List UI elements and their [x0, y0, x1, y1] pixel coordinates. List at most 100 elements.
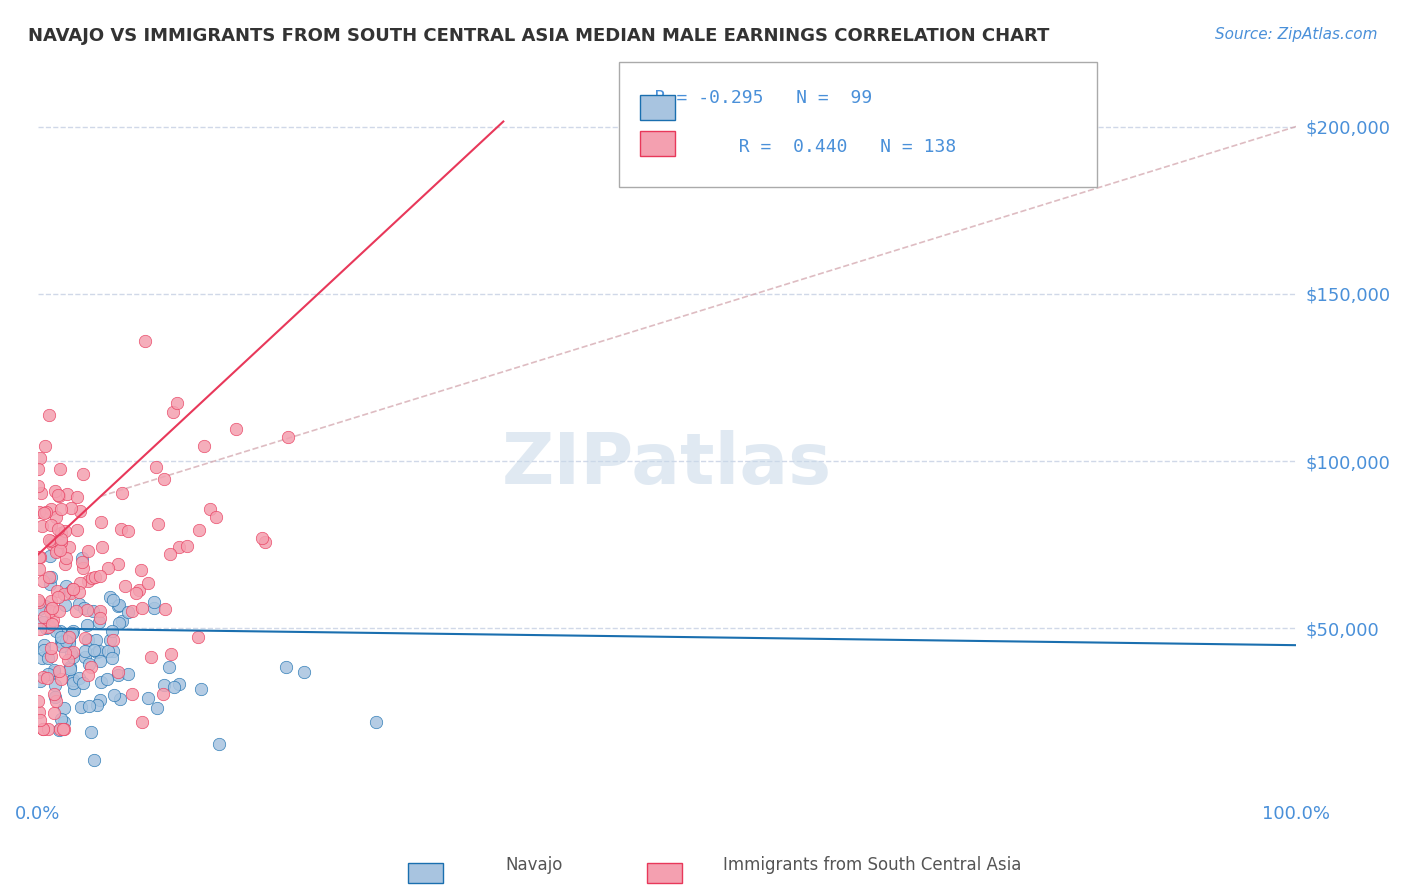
Point — [39, 648, 62, 663]
Point — [89, 654, 111, 668]
Point — [98, 590, 121, 604]
Point — [27, 549, 49, 564]
Point — [117, 524, 139, 539]
Point — [58, 632, 80, 647]
Point — [39, 641, 62, 656]
Point — [225, 422, 247, 436]
Point — [49, 712, 72, 726]
Text: NAVAJO VS IMMIGRANTS FROM SOUTH CENTRAL ASIA MEDIAN MALE EARNINGS CORRELATION CH: NAVAJO VS IMMIGRANTS FROM SOUTH CENTRAL … — [28, 27, 1049, 45]
Point — [37, 651, 59, 665]
Point — [31, 574, 53, 589]
Point — [89, 615, 111, 629]
Point — [176, 539, 198, 553]
Point — [146, 517, 169, 532]
Point — [35, 671, 58, 685]
Point — [101, 650, 124, 665]
Point — [53, 598, 76, 612]
Point — [44, 484, 66, 499]
Point — [153, 678, 176, 692]
Point — [42, 663, 65, 677]
Point — [76, 618, 98, 632]
Point — [276, 660, 298, 674]
Point — [101, 592, 124, 607]
Point — [31, 722, 53, 736]
Point — [117, 605, 139, 619]
Point — [28, 595, 51, 609]
Point — [53, 722, 76, 736]
Point — [44, 706, 66, 721]
Point — [51, 626, 73, 640]
Point — [187, 523, 209, 537]
Text: R = -0.295   N =  99: R = -0.295 N = 99 — [633, 89, 872, 107]
Point — [58, 630, 80, 644]
Point — [42, 613, 65, 627]
Point — [166, 396, 188, 410]
Point — [60, 646, 83, 660]
Point — [152, 687, 174, 701]
Point — [77, 699, 100, 714]
Point — [160, 647, 183, 661]
Point — [28, 562, 51, 576]
Point — [77, 632, 100, 647]
Point — [27, 505, 49, 519]
Point — [253, 534, 276, 549]
Point — [83, 643, 105, 657]
Point — [153, 472, 176, 486]
Point — [28, 705, 51, 719]
Point — [32, 643, 55, 657]
Point — [91, 540, 114, 554]
Point — [62, 582, 84, 596]
Point — [63, 683, 86, 698]
Point — [31, 670, 53, 684]
Point — [292, 665, 315, 679]
Point — [56, 653, 79, 667]
Point — [51, 633, 73, 648]
Point — [198, 502, 221, 516]
Point — [129, 563, 152, 577]
Point — [67, 597, 90, 611]
Point — [70, 551, 93, 566]
Point — [72, 555, 94, 569]
Point — [49, 630, 72, 644]
Point — [76, 603, 98, 617]
Point — [41, 601, 63, 615]
Point — [80, 725, 103, 739]
Point — [190, 682, 212, 697]
Point — [32, 722, 55, 736]
Point — [100, 624, 122, 639]
Point — [187, 630, 209, 644]
Point — [41, 534, 63, 549]
Point — [103, 633, 125, 648]
Point — [62, 645, 84, 659]
Text: Source: ZipAtlas.com: Source: ZipAtlas.com — [1215, 27, 1378, 42]
Point — [31, 651, 53, 665]
Point — [89, 604, 111, 618]
Point — [101, 644, 124, 658]
Point — [55, 551, 77, 566]
Point — [364, 714, 387, 729]
Point — [39, 502, 62, 516]
Point — [53, 524, 76, 538]
Point — [131, 714, 153, 729]
Point — [59, 585, 82, 599]
Point — [32, 507, 55, 521]
Point — [49, 462, 72, 476]
Point — [34, 610, 56, 624]
Point — [72, 467, 94, 481]
Point — [72, 675, 94, 690]
Text: Immigrants from South Central Asia: Immigrants from South Central Asia — [723, 856, 1021, 874]
Point — [84, 633, 107, 648]
Point — [79, 660, 101, 674]
Point — [45, 510, 67, 524]
Point — [59, 501, 82, 516]
Point — [44, 694, 66, 708]
Point — [111, 614, 134, 628]
Text: ZIPatlas: ZIPatlas — [502, 430, 832, 499]
Point — [75, 644, 97, 658]
Point — [131, 601, 153, 615]
Point — [49, 535, 72, 549]
Point — [32, 639, 55, 653]
Point — [136, 575, 159, 590]
Point — [69, 576, 91, 591]
Point — [42, 665, 65, 679]
